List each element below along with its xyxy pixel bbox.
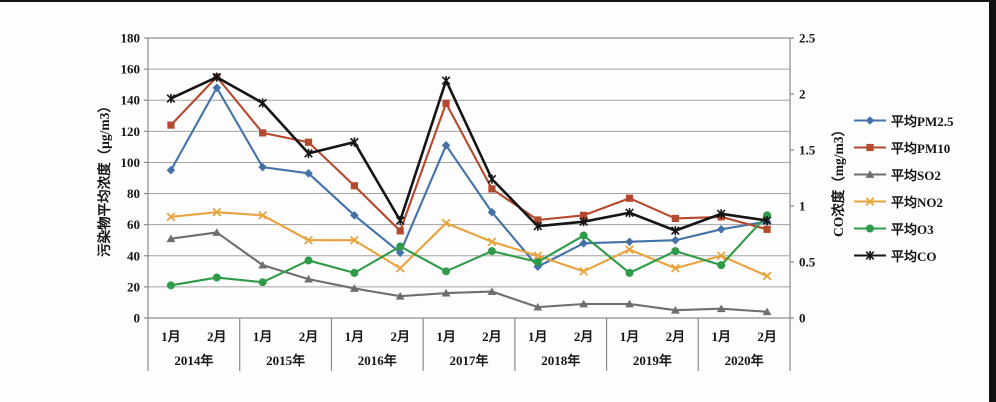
legend-label: 平均SO2 <box>891 168 941 183</box>
legend-label: 平均CO <box>891 249 937 264</box>
legend-item-co: 平均CO <box>853 247 953 264</box>
series-co-line <box>170 75 768 232</box>
screenshot-right-edge-artifact <box>989 0 996 402</box>
series-pm10-line <box>170 75 768 232</box>
month-label: 1月 <box>436 329 456 344</box>
month-label: 1月 <box>711 329 731 344</box>
series-pm10 <box>167 73 771 235</box>
legend-item-no2: 平均NO2 <box>853 193 953 210</box>
year-label: 2016年 <box>358 353 397 368</box>
right-axis-title: CO浓度（mg/m3） <box>831 123 846 237</box>
legend-item-o3: 平均O3 <box>853 220 953 237</box>
month-label: 2月 <box>207 329 227 344</box>
year-label: 2019年 <box>633 353 672 368</box>
series-so2-line <box>170 231 768 313</box>
legend-item-so2: 平均SO2 <box>853 166 953 183</box>
left-axis: 0 20 40 60 80 100 120 140 160 180 <box>121 31 148 326</box>
left-axis-tick-label: 80 <box>127 186 140 201</box>
series-o3-markers <box>166 211 772 290</box>
series-o3 <box>166 211 772 290</box>
right-axis-tick-label: 2.5 <box>799 31 816 46</box>
legend-label: 平均NO2 <box>891 195 944 210</box>
legend-item-pm10: 平均PM10 <box>853 139 953 156</box>
month-label: 2月 <box>757 329 777 344</box>
legend-marker-co-icon <box>854 250 886 261</box>
left-axis-title: 污染物平均浓度（μg/m3） <box>97 99 112 257</box>
series-o3-line <box>170 214 768 287</box>
legend-marker-pm2-5-icon <box>854 116 886 125</box>
year-label: 2018年 <box>541 353 580 368</box>
legend-marker-no2-icon <box>854 197 886 206</box>
series-co-markers <box>166 72 772 236</box>
legend-marker-pm10-icon <box>854 143 886 152</box>
series-no2 <box>166 207 772 281</box>
month-label: 1月 <box>528 329 548 344</box>
right-axis: 0 0.5 1 1.5 2 2.5 <box>790 31 816 326</box>
right-axis-tick-label: 0.5 <box>799 255 816 270</box>
month-label: 2月 <box>390 329 410 344</box>
series-pm2-5 <box>166 83 772 271</box>
x-axis-year-labels: 2014年 2015年 2016年 2017年 2018年 2019年 2020年 <box>174 353 763 368</box>
month-label: 2月 <box>666 329 686 344</box>
series-no2-line <box>170 211 768 277</box>
left-axis-tick-label: 60 <box>127 217 140 232</box>
left-axis-tick-label: 0 <box>134 311 141 326</box>
series-pm10-markers <box>167 73 771 235</box>
month-label: 2月 <box>482 329 502 344</box>
year-label: 2014年 <box>174 353 213 368</box>
right-axis-tick-label: 2 <box>799 87 806 102</box>
month-label: 2月 <box>574 329 594 344</box>
x-axis-month-labels: 1月 2月 1月 2月 1月 2月 1月 2月 1月 2月 1月 2月 1月 2月 <box>161 329 777 344</box>
year-label: 2020年 <box>725 353 764 368</box>
series-co <box>166 72 772 236</box>
x-axis-separators <box>147 318 791 371</box>
legend-label: 平均PM2.5 <box>891 114 954 129</box>
month-label: 1月 <box>161 329 181 344</box>
legend-label: 平均PM10 <box>891 141 951 156</box>
series-no2-markers <box>166 207 772 281</box>
month-label: 1月 <box>253 329 273 344</box>
month-label: 2月 <box>299 329 319 344</box>
series-so2 <box>166 228 772 316</box>
left-axis-tick-label: 140 <box>121 93 141 108</box>
legend-marker-so2-icon <box>854 170 886 178</box>
legend-label: 平均O3 <box>891 222 934 237</box>
series-pm2-5-line <box>170 86 768 268</box>
chart-legend: 平均PM2.5 平均PM10 平均SO2 平均NO2 平均O3 平均CO <box>853 112 953 274</box>
year-label: 2017年 <box>449 353 488 368</box>
left-axis-tick-label: 180 <box>121 31 141 46</box>
left-axis-tick-label: 40 <box>127 248 140 263</box>
left-axis-tick-label: 20 <box>127 279 140 294</box>
right-axis-tick-label: 0 <box>799 311 806 326</box>
series-so2-markers <box>166 228 772 316</box>
plot-border <box>147 37 791 319</box>
left-axis-tick-label: 100 <box>121 155 141 170</box>
legend-marker-o3-icon <box>854 224 886 233</box>
left-axis-tick-label: 160 <box>121 62 141 77</box>
month-label: 1月 <box>345 329 365 344</box>
left-axis-tick-label: 120 <box>121 124 141 139</box>
legend-item-pm2-5: 平均PM2.5 <box>853 112 953 129</box>
year-label: 2015年 <box>266 353 305 368</box>
series-pm2-5-markers <box>166 83 772 271</box>
month-label: 1月 <box>620 329 640 344</box>
right-axis-tick-label: 1.5 <box>799 143 816 158</box>
right-axis-tick-label: 1 <box>799 199 806 214</box>
screenshot-top-edge-artifact <box>0 0 996 2</box>
